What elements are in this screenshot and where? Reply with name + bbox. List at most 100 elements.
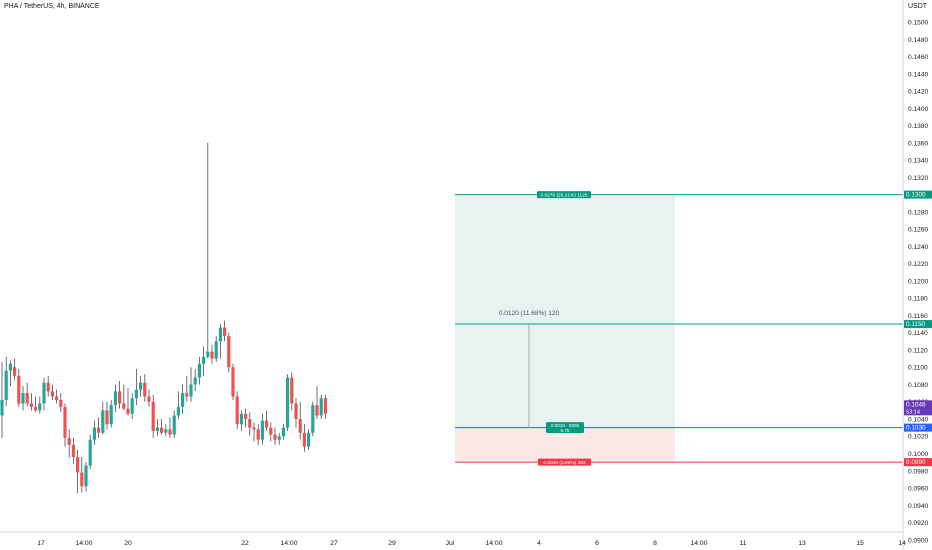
target-label: 0.0270 (26.21%) 1125	[540, 193, 587, 199]
candle-down	[294, 403, 298, 419]
candle-down	[185, 393, 189, 397]
position-zones	[455, 194, 675, 463]
x-tick-label: 14:00	[485, 540, 502, 547]
position-lines: 0.0120 (11.68%) 120 0.0270 (26.21%) 1125 0…	[455, 191, 903, 466]
x-tick-label: 27	[330, 540, 338, 547]
candle-down	[25, 393, 29, 404]
x-axis[interactable]: 17 14:00 20 22 14:00 27 29 Jul 14:00 4 6 8 14:00 11 13…	[0, 531, 906, 547]
candle-down	[302, 432, 306, 447]
x-tick-label: 14	[898, 540, 906, 547]
y-tick-label: 0.1480	[908, 37, 929, 44]
candle-down	[223, 327, 227, 337]
y-tick-label: 0.1000	[908, 451, 929, 458]
candle-down	[256, 429, 260, 440]
x-tick-label: 13	[798, 540, 806, 547]
candle-up	[42, 382, 46, 404]
candle-up	[176, 406, 180, 416]
y-tick-label: 0.1180	[908, 296, 928, 303]
candle-down	[105, 410, 109, 425]
y-tick-label: 0.1020	[908, 434, 929, 441]
center-label-2: 6.75	[561, 428, 570, 433]
x-tick-label: Jul	[446, 540, 455, 547]
y-tick-label: 0.1500	[908, 20, 929, 27]
candle-up	[139, 382, 143, 390]
x-tick-label: 14:00	[280, 540, 297, 547]
candle-up	[193, 377, 197, 385]
candle-up	[38, 403, 42, 411]
candle-up	[88, 439, 92, 466]
candle-down	[248, 418, 252, 428]
candle-up	[4, 370, 8, 400]
y-tick-label: 0.1360	[908, 140, 929, 147]
candle-up	[181, 393, 185, 407]
candle-up	[214, 341, 218, 359]
candle-down	[265, 420, 269, 428]
candle-down	[315, 405, 319, 416]
candle-up	[286, 377, 290, 428]
candle-down	[151, 401, 155, 432]
candle-down	[147, 396, 151, 402]
candle-down	[227, 336, 231, 368]
y-tick-label: 0.1040	[908, 416, 929, 423]
y-tick-label: 0.1320	[908, 175, 929, 182]
candle-down	[269, 427, 273, 435]
x-tick-label: 8	[653, 540, 657, 547]
price-marker-label: 0.1046	[906, 401, 926, 408]
price-marker-label: 0.1030	[906, 425, 926, 432]
candle-down	[55, 396, 59, 400]
candle-down	[50, 391, 54, 397]
center-label-bg	[546, 422, 584, 434]
candle-up	[277, 436, 281, 440]
candle-down	[17, 375, 21, 404]
candle-down	[235, 396, 239, 425]
price-marker-current	[904, 400, 932, 416]
candle-down	[210, 351, 214, 359]
candle-down	[97, 427, 101, 433]
candle-down	[122, 403, 126, 409]
y-tick-label: 0.1200	[908, 278, 929, 285]
stop-label: 0.0040 (3.88%) 393	[543, 460, 585, 466]
candle-down	[231, 367, 235, 397]
y-tick-label: 0.1380	[908, 123, 929, 130]
y-tick-label: 0.1240	[908, 244, 929, 251]
candle-down	[298, 418, 302, 433]
candle-down	[290, 377, 294, 404]
candle-up	[0, 399, 4, 416]
price-marker-label: 0.1150	[906, 321, 926, 328]
y-tick-label: 0.0980	[908, 468, 929, 475]
candle-down	[252, 427, 256, 430]
y-tick-label: 0.1160	[908, 313, 928, 320]
candle-down	[80, 472, 84, 487]
y-tick-label: 0.0900	[908, 537, 929, 544]
candle-up	[155, 427, 159, 432]
price-marker-entry	[904, 423, 932, 432]
y-tick-label: 0.0940	[908, 503, 929, 510]
candle-up	[84, 465, 88, 487]
candle-up	[319, 398, 323, 416]
currency-label: USDT	[908, 3, 928, 10]
y-tick-label: 0.1140	[908, 330, 928, 337]
candle-up	[307, 432, 311, 447]
measure-label: 0.0120 (11.68%) 120	[499, 310, 560, 317]
candle-up	[189, 384, 193, 397]
candle-down	[63, 406, 67, 438]
candle-up	[202, 356, 206, 364]
candle-up	[218, 327, 222, 342]
x-tick-label: 15	[856, 540, 864, 547]
center-label-1: 0.0019 · 5000	[551, 423, 580, 428]
candle-down	[46, 382, 50, 392]
x-tick-label: 29	[388, 540, 396, 547]
target-label-bg	[537, 191, 591, 199]
candle-down	[273, 434, 277, 440]
x-tick-label: 6	[595, 540, 599, 547]
x-tick-label: 14:00	[690, 540, 707, 547]
price-marker-target	[904, 320, 932, 329]
candles-layer	[0, 142, 327, 494]
y-tick-label: 0.0960	[908, 486, 929, 493]
y-tick-label: 0.1440	[908, 71, 929, 78]
y-axis[interactable]: 0.1500 0.1480 0.1460 0.1440 0.1420 0.1400 0.13…	[902, 0, 932, 550]
candle-down	[71, 444, 75, 457]
target-zone	[455, 194, 675, 428]
y-tick-label: 0.1080	[908, 382, 929, 389]
